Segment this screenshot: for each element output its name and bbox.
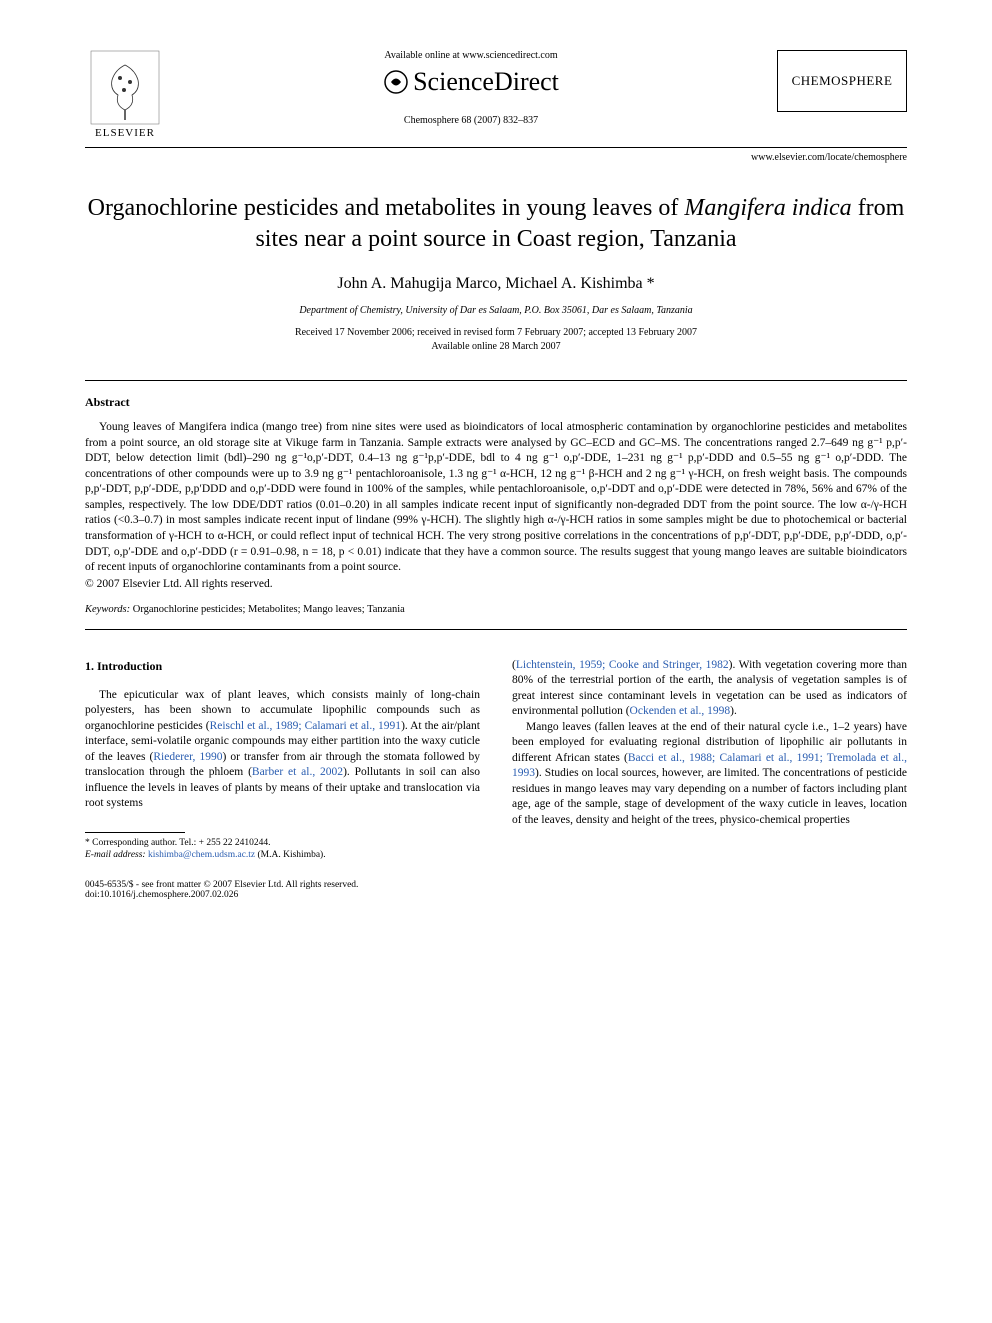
- header-rule: [85, 147, 907, 148]
- email-address: kishimba@chem.udsm.ac.tz: [146, 850, 256, 860]
- elsevier-logo: ELSEVIER: [85, 50, 165, 139]
- keywords-label: Keywords:: [85, 604, 130, 615]
- sciencedirect-logo-row: ScienceDirect: [165, 67, 777, 97]
- section-1-heading: 1. Introduction: [85, 658, 480, 674]
- abstract-top-rule: [85, 380, 907, 381]
- available-online-text: Available online at www.sciencedirect.co…: [165, 50, 777, 61]
- keywords-text: Organochlorine pesticides; Metabolites; …: [130, 604, 405, 615]
- dates-line-1: Received 17 November 2006; received in r…: [295, 327, 697, 338]
- email-name: (M.A. Kishimba).: [255, 850, 325, 860]
- journal-reference: Chemosphere 68 (2007) 832–837: [165, 115, 777, 126]
- intro-paragraph-2: Mango leaves (fallen leaves at the end o…: [512, 720, 907, 829]
- affiliation: Department of Chemistry, University of D…: [85, 305, 907, 316]
- corresponding-author: * Corresponding author. Tel.: + 255 22 2…: [85, 838, 271, 848]
- right-column: (Lichtenstein, 1959; Cooke and Stringer,…: [512, 658, 907, 862]
- center-header: Available online at www.sciencedirect.co…: [165, 50, 777, 126]
- article-dates: Received 17 November 2006; received in r…: [85, 326, 907, 354]
- header-row: ELSEVIER Available online at www.science…: [85, 50, 907, 139]
- sciencedirect-icon: [383, 69, 409, 95]
- left-column: 1. Introduction The epicuticular wax of …: [85, 658, 480, 862]
- citation: Ockenden et al., 1998: [630, 705, 731, 717]
- abstract-body: Young leaves of Mangifera indica (mango …: [85, 420, 907, 575]
- keywords-line: Keywords: Organochlorine pesticides; Met…: [85, 604, 907, 615]
- citation: Reischl et al., 1989; Calamari et al., 1…: [210, 720, 401, 732]
- footnote-rule: [85, 832, 185, 833]
- doi-line: doi:10.1016/j.chemosphere.2007.02.026: [85, 890, 238, 900]
- sciencedirect-text: ScienceDirect: [413, 67, 559, 97]
- intro-paragraph-1-cont: (Lichtenstein, 1959; Cooke and Stringer,…: [512, 658, 907, 720]
- two-column-body: 1. Introduction The epicuticular wax of …: [85, 658, 907, 862]
- elsevier-label: ELSEVIER: [95, 127, 155, 139]
- authors: John A. Mahugija Marco, Michael A. Kishi…: [85, 275, 907, 293]
- abstract-heading: Abstract: [85, 395, 907, 410]
- issn-line: 0045-6535/$ - see front matter © 2007 El…: [85, 880, 358, 890]
- abstract-bottom-rule: [85, 629, 907, 630]
- intro-paragraph-1: The epicuticular wax of plant leaves, wh…: [85, 688, 480, 812]
- bottom-left: 0045-6535/$ - see front matter © 2007 El…: [85, 880, 358, 900]
- title-italic: Mangifera indica: [684, 195, 851, 221]
- citation: Riederer, 1990: [153, 751, 222, 763]
- locate-url: www.elsevier.com/locate/chemosphere: [85, 152, 907, 163]
- footnote-corresponding: * Corresponding author. Tel.: + 255 22 2…: [85, 837, 480, 862]
- citation: Lichtenstein, 1959; Cooke and Stringer, …: [516, 659, 729, 671]
- journal-logo-box: CHEMOSPHERE: [777, 50, 907, 112]
- citation: Barber et al., 2002: [252, 766, 343, 778]
- elsevier-tree-icon: [90, 50, 160, 125]
- bottom-bar: 0045-6535/$ - see front matter © 2007 El…: [85, 880, 907, 900]
- journal-box-wrapper: CHEMOSPHERE: [777, 50, 907, 112]
- title-part-1: Organochlorine pesticides and metabolite…: [88, 195, 685, 221]
- email-label: E-mail address:: [85, 850, 146, 860]
- journal-name: CHEMOSPHERE: [792, 73, 893, 89]
- article-title: Organochlorine pesticides and metabolite…: [85, 193, 907, 255]
- dates-line-2: Available online 28 March 2007: [431, 341, 560, 352]
- copyright-line: © 2007 Elsevier Ltd. All rights reserved…: [85, 578, 907, 590]
